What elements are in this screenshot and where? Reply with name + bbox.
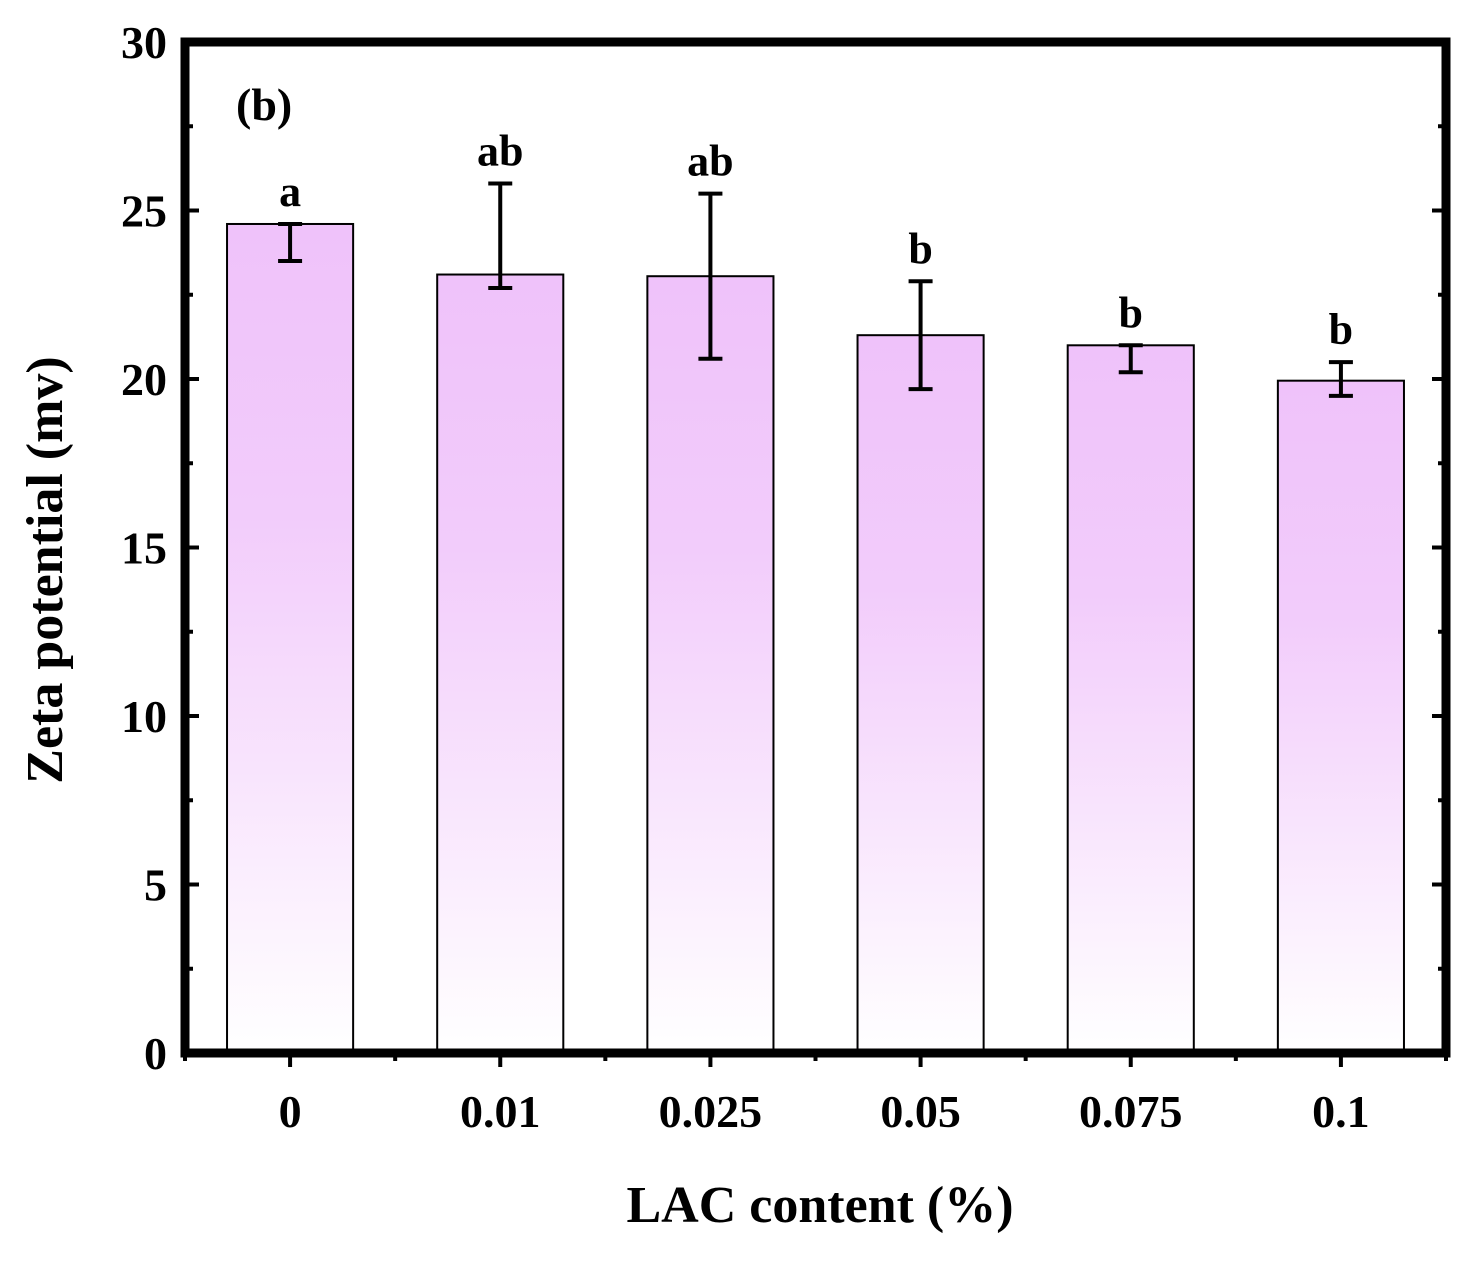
y-tick-label: 20 (121, 354, 167, 405)
significance-letter: a (279, 167, 301, 216)
x-tick-label: 0 (279, 1086, 302, 1137)
y-tick-label: 30 (121, 17, 167, 68)
x-tick-label: 0.1 (1312, 1086, 1370, 1137)
significance-letter: ab (477, 127, 523, 176)
y-tick-label: 5 (144, 860, 167, 911)
x-tick-label: 0.05 (880, 1086, 961, 1137)
significance-letters: a ab ab b b b (279, 127, 1353, 355)
bar-0.025 (646, 275, 775, 1054)
bar-0 (226, 222, 355, 1055)
error-bars (278, 181, 1353, 398)
bar-0.1 (1276, 379, 1405, 1054)
significance-letter: b (1119, 288, 1143, 337)
bar-0.01 (436, 273, 565, 1054)
panel-label: (b) (236, 79, 292, 130)
x-axis-ticks: 0 0.01 0.025 0.05 0.075 0.1 (183, 1053, 1448, 1137)
x-tick-label: 0.01 (460, 1086, 541, 1137)
y-tick-label: 15 (121, 523, 167, 574)
significance-letter: b (908, 224, 932, 273)
bar-0.05 (856, 334, 985, 1054)
x-tick-label: 0.025 (659, 1086, 763, 1137)
significance-letter: ab (687, 137, 733, 186)
y-tick-label: 10 (121, 691, 167, 742)
y-axis-ticks: 0 5 10 15 20 25 30 (121, 17, 1446, 1079)
y-axis-title: Zeta potential (mv) (17, 356, 74, 783)
plot-frame (180, 37, 1451, 1058)
x-tick-label: 0.075 (1079, 1086, 1183, 1137)
y-tick-label: 0 (144, 1028, 167, 1079)
bars (226, 222, 1405, 1055)
significance-letter: b (1329, 305, 1353, 354)
y-tick-label: 25 (121, 186, 167, 237)
bar-0.075 (1066, 344, 1195, 1054)
x-axis-title: LAC content (%) (626, 1177, 1013, 1234)
